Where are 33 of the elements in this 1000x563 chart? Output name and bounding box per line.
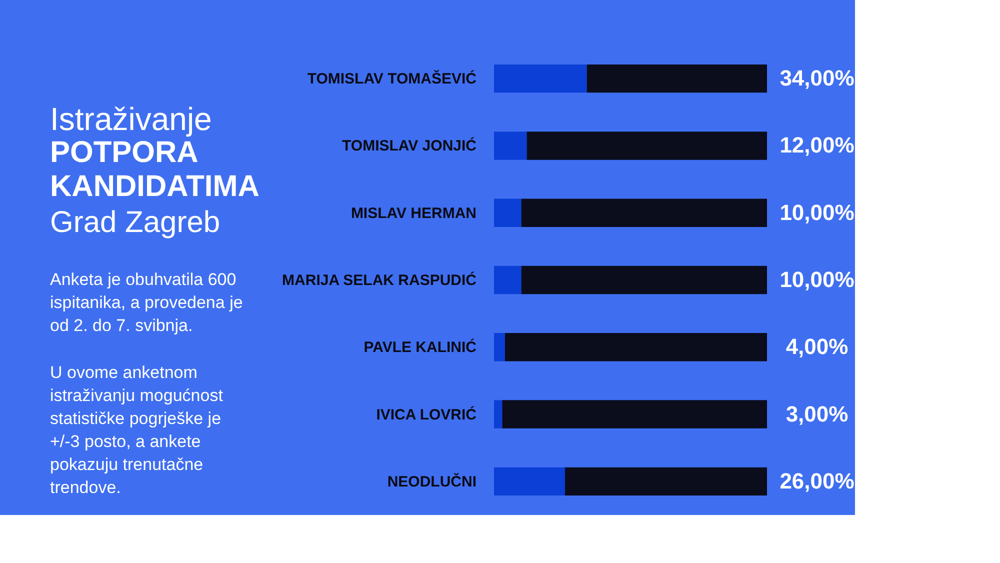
data-label: 34,00% <box>780 66 854 91</box>
bar <box>526 132 767 160</box>
bar <box>494 400 502 428</box>
y-tick-label: TOMISLAV JONJIĆ <box>342 136 477 155</box>
bar <box>494 266 522 294</box>
data-label: 10,00% <box>780 200 854 225</box>
text: Istraživanje <box>50 101 212 137</box>
y-tick-label: NEODLUČNI <box>387 472 476 490</box>
text: POTPORA KANDIDATIMA <box>50 136 260 203</box>
bar <box>494 467 565 496</box>
y-tick-label: IVICA LOVRIĆ <box>376 405 477 424</box>
y-tick-label: MARIJA SELAK RASPUDIĆ <box>282 271 477 289</box>
bar <box>494 132 527 160</box>
bar <box>521 198 767 227</box>
y-tick-label: TOMISLAV TOMAŠEVIĆ <box>307 70 477 88</box>
bar <box>494 198 522 227</box>
y-tick-label: MISLAV HERMAN <box>350 204 476 222</box>
bar <box>564 467 767 496</box>
text: Anketa je obuhvatila 600 ispitanika, a provedena je od 2. do 7. svibnja. <box>50 270 243 335</box>
bar <box>494 333 505 362</box>
bar <box>502 400 767 428</box>
data-label: 10,00% <box>780 267 854 292</box>
data-label: 26,00% <box>780 468 854 494</box>
data-label: 3,00% <box>786 401 848 426</box>
y-tick-label: PAVLE KALINIĆ <box>364 338 477 356</box>
data-label: 12,00% <box>780 132 854 158</box>
text: Grad Zagreb <box>50 206 220 239</box>
bar <box>504 333 767 362</box>
bar <box>521 266 767 294</box>
text: U ovome anketnom istraživanju mogućnost statističke pogrješke je +/-3 posto, a ankete pokazuju trenutačne trendove. <box>50 363 224 497</box>
bar <box>494 64 587 93</box>
bar <box>586 64 767 93</box>
data-label: 4,00% <box>786 334 848 360</box>
